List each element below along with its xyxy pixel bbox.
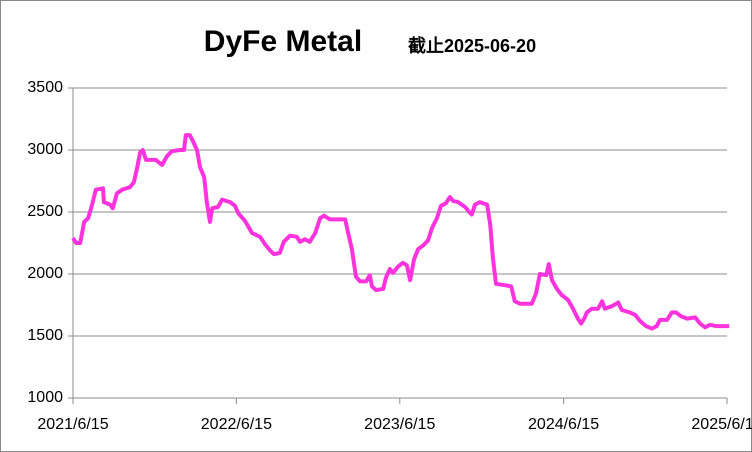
x-tick-label: 2025/6/15 [691,416,752,433]
y-tick-label: 1500 [27,327,63,344]
chart-title: DyFe Metal [204,25,362,58]
x-tick-label: 2023/6/15 [364,416,435,433]
y-tick-label: 1000 [27,389,63,406]
x-tick-label: 2024/6/15 [528,416,599,433]
y-tick-label: 3000 [27,141,63,158]
y-tick-label: 3500 [27,79,63,96]
y-tick-label: 2500 [27,203,63,220]
data-line [71,133,730,331]
x-tick-label: 2022/6/15 [201,416,272,433]
x-tick-label: 2021/6/15 [37,416,108,433]
chart-subtitle: 截止2025-06-20 [408,35,536,56]
y-tick-label: 2000 [27,265,63,282]
